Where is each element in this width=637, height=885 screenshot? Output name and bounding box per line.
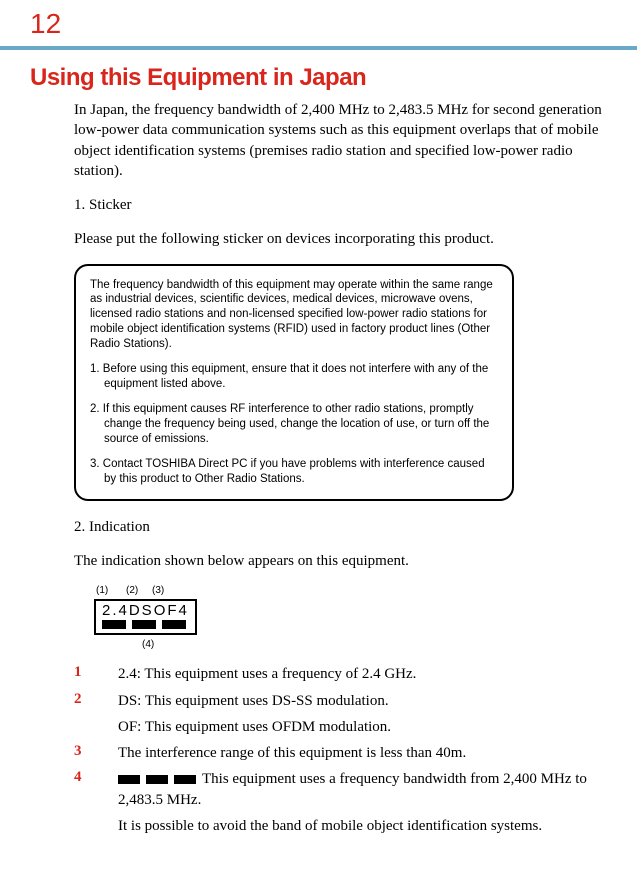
indication-box: 2.4DSOF4 (94, 599, 197, 635)
sticker-p2: 1. Before using this equipment, ensure t… (90, 362, 498, 392)
page-number: 12 (30, 8, 607, 40)
list-subtext: OF: This equipment uses OFDM modulation. (118, 717, 607, 737)
list-text: 2.4: This equipment uses a frequency of … (118, 664, 607, 684)
intro-paragraph: In Japan, the frequency bandwidth of 2,4… (74, 100, 607, 181)
section-2-text: The indication shown below appears on th… (74, 551, 607, 571)
list-subtext: It is possible to avoid the band of mobi… (118, 816, 607, 836)
indication-code: 2.4DSOF4 (102, 603, 189, 618)
list-item: 2 DS: This equipment uses DS-SS modulati… (74, 691, 607, 711)
list-item: 4 This equipment uses a frequency bandwi… (74, 769, 607, 810)
bar-icon (162, 620, 186, 629)
sticker-p1: The frequency bandwidth of this equipmen… (90, 278, 498, 353)
list-item: 1 2.4: This equipment uses a frequency o… (74, 664, 607, 684)
list-number: 1 (74, 664, 118, 684)
list-number: 3 (74, 743, 118, 763)
indication-diagram: (1) (2) (3) 2.4DSOF4 (4) (94, 585, 607, 650)
list-number: 2 (74, 691, 118, 711)
bar-icon (146, 775, 168, 784)
bar-icon (118, 775, 140, 784)
sticker-p4: 3. Contact TOSHIBA Direct PC if you have… (90, 457, 498, 487)
indication-label-3: (3) (152, 585, 164, 596)
indication-label-4: (4) (142, 639, 607, 650)
horizontal-rule (0, 46, 637, 50)
sticker-p3: 2. If this equipment causes RF interfere… (90, 402, 498, 447)
section-heading: Using this Equipment in Japan (30, 64, 607, 92)
bars-icon (118, 775, 196, 784)
indication-bars (102, 620, 189, 629)
indication-label-1: (1) (96, 585, 108, 596)
bar-icon (174, 775, 196, 784)
list-text: The interference range of this equipment… (118, 743, 607, 763)
list-item: 3 The interference range of this equipme… (74, 743, 607, 763)
section-1-text: Please put the following sticker on devi… (74, 229, 607, 249)
bar-icon (102, 620, 126, 629)
bar-icon (132, 620, 156, 629)
list-text: This equipment uses a frequency bandwidt… (118, 769, 607, 810)
numbered-list: 1 2.4: This equipment uses a frequency o… (74, 664, 607, 836)
sticker-box: The frequency bandwidth of this equipmen… (74, 264, 514, 501)
list-number: 4 (74, 769, 118, 810)
section-1-label: 1. Sticker (74, 195, 607, 215)
section-2-label: 2. Indication (74, 517, 607, 537)
list-text: DS: This equipment uses DS-SS modulation… (118, 691, 607, 711)
indication-label-2: (2) (126, 585, 138, 596)
